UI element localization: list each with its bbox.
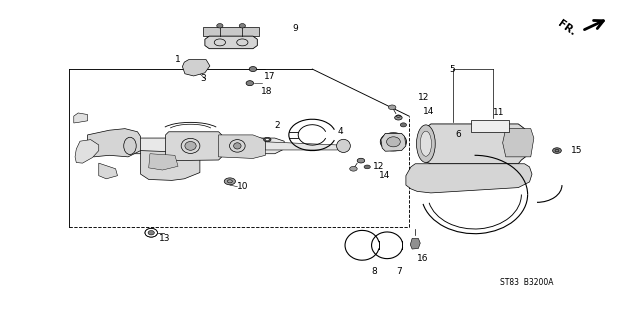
Ellipse shape	[387, 137, 400, 147]
Ellipse shape	[264, 137, 271, 142]
Ellipse shape	[249, 67, 257, 72]
Text: 6: 6	[456, 131, 462, 140]
Ellipse shape	[217, 24, 223, 28]
Ellipse shape	[364, 165, 370, 169]
Ellipse shape	[124, 137, 136, 155]
Text: 12: 12	[373, 162, 385, 171]
Ellipse shape	[350, 166, 357, 171]
Text: ST83  B3200A: ST83 B3200A	[499, 278, 553, 287]
Text: 2: 2	[275, 121, 280, 130]
Text: 9: 9	[292, 24, 298, 33]
Text: 8: 8	[371, 267, 377, 276]
Bar	[203, 27, 259, 36]
Ellipse shape	[240, 24, 245, 28]
Ellipse shape	[266, 139, 269, 141]
Ellipse shape	[400, 123, 406, 127]
Ellipse shape	[224, 178, 236, 185]
Ellipse shape	[380, 133, 406, 151]
Text: 3: 3	[200, 74, 206, 83]
Ellipse shape	[185, 141, 196, 150]
Text: FR.: FR.	[556, 19, 578, 38]
Ellipse shape	[420, 131, 431, 156]
Text: 18: 18	[261, 87, 273, 96]
Text: 17: 17	[264, 72, 275, 81]
Text: 15: 15	[571, 146, 583, 155]
Polygon shape	[182, 60, 210, 76]
Text: 13: 13	[159, 234, 171, 243]
Ellipse shape	[246, 81, 254, 86]
Bar	[471, 120, 509, 132]
Polygon shape	[406, 164, 532, 193]
Polygon shape	[87, 129, 141, 157]
Text: 4: 4	[337, 127, 343, 136]
Text: 7: 7	[396, 267, 403, 276]
Ellipse shape	[395, 115, 402, 120]
Polygon shape	[99, 163, 117, 179]
Polygon shape	[74, 113, 87, 123]
Text: 14: 14	[379, 171, 390, 180]
Polygon shape	[381, 133, 406, 151]
Text: 1: 1	[175, 55, 181, 64]
Text: 12: 12	[419, 93, 430, 102]
Polygon shape	[266, 142, 343, 150]
Text: 16: 16	[417, 254, 428, 263]
Polygon shape	[410, 238, 420, 249]
Ellipse shape	[336, 139, 350, 152]
Polygon shape	[422, 124, 531, 164]
Ellipse shape	[234, 143, 241, 149]
Ellipse shape	[148, 230, 154, 235]
Polygon shape	[128, 138, 284, 154]
Ellipse shape	[389, 105, 396, 110]
Polygon shape	[141, 151, 200, 180]
Polygon shape	[75, 140, 99, 163]
Polygon shape	[218, 135, 266, 158]
Text: 10: 10	[238, 182, 249, 191]
Polygon shape	[205, 36, 257, 49]
Polygon shape	[503, 129, 534, 157]
Polygon shape	[148, 154, 178, 170]
Text: 14: 14	[424, 107, 434, 116]
Ellipse shape	[357, 158, 365, 163]
Ellipse shape	[552, 148, 561, 153]
Text: 11: 11	[493, 108, 505, 117]
Ellipse shape	[417, 125, 435, 163]
Text: 5: 5	[450, 65, 455, 74]
Polygon shape	[166, 132, 222, 161]
